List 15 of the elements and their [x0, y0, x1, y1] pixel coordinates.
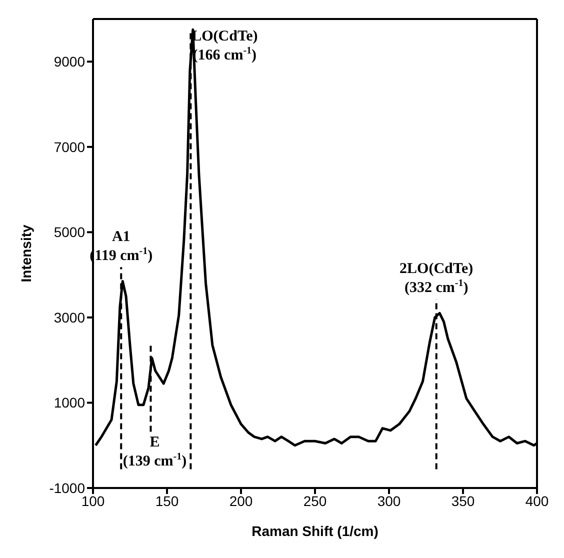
y-tick-label: 1000 [54, 394, 86, 411]
x-tick-label: 150 [155, 492, 179, 509]
y-axis-title: Intensity [18, 224, 34, 282]
x-axis-title: Raman Shift (1/cm) [252, 523, 378, 539]
x-tick-label: 250 [303, 492, 327, 509]
ref-line-label: 2LO(CdTe) (332 cm$^{-1}$) [400, 262, 474, 297]
x-tick-label: 200 [229, 492, 253, 509]
x-tick-label: 400 [525, 492, 549, 509]
x-tick-label: 350 [451, 492, 475, 509]
y-tick-label: 9000 [54, 54, 86, 70]
ref-line-label: E (139 cm$^{-1}$) [122, 435, 187, 470]
x-tick-label: 300 [377, 492, 401, 509]
y-tick-label: 5000 [54, 224, 86, 240]
y-tick-label: 3000 [54, 309, 86, 326]
y-tick-label: 7000 [54, 138, 86, 155]
